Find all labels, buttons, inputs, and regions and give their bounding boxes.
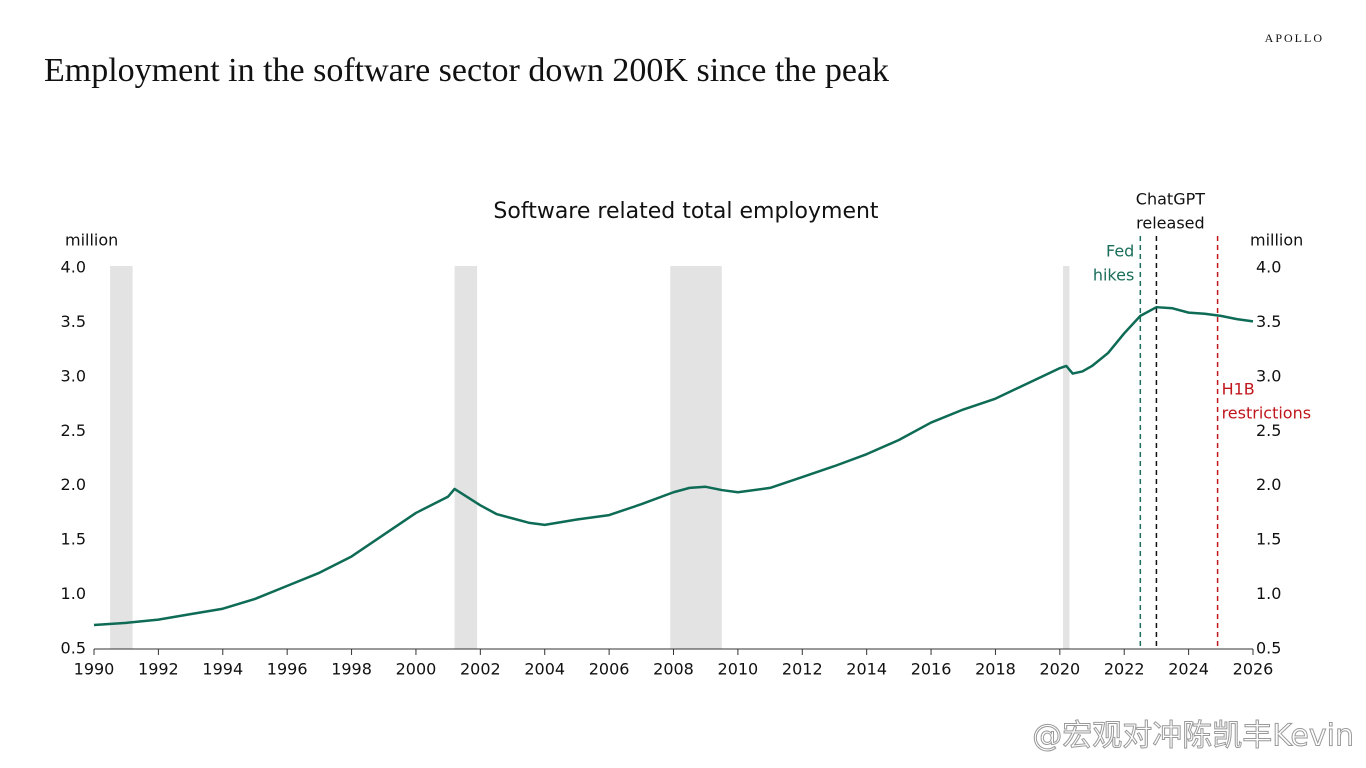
x-tick-label: 2016 — [911, 660, 952, 679]
y-tick-label: 0.5 — [61, 639, 86, 658]
x-tick-label: 2000 — [396, 660, 437, 679]
event-label: restrictions — [1222, 404, 1311, 423]
x-tick-label: 2004 — [524, 660, 565, 679]
shaded-period — [670, 266, 722, 649]
x-tick-label: 1992 — [138, 660, 179, 679]
x-tick-label: 2006 — [589, 660, 630, 679]
x-tick-label: 1990 — [74, 660, 115, 679]
x-tick-label: 1994 — [202, 660, 243, 679]
y2-axis-label: million — [1250, 231, 1303, 250]
brand: APOLLO — [1265, 31, 1324, 45]
event-label: hikes — [1093, 266, 1134, 285]
y-axis-label: million — [65, 231, 118, 250]
y2-tick-label: 3.0 — [1256, 366, 1281, 385]
x-tick-label: 2014 — [846, 660, 887, 679]
watermark: @宏观对冲陈凯丰Kevin — [1032, 719, 1354, 754]
x-tick-label: 2022 — [1104, 660, 1145, 679]
event-label: H1B — [1222, 380, 1255, 399]
x-tick-label: 1996 — [267, 660, 308, 679]
y-tick-label: 1.5 — [61, 530, 86, 549]
x-tick-label: 2024 — [1168, 660, 1209, 679]
y-tick-label: 1.0 — [61, 584, 86, 603]
y2-tick-label: 1.5 — [1256, 530, 1281, 549]
y2-tick-label: 0.5 — [1256, 639, 1281, 658]
x-tick-label: 1998 — [331, 660, 372, 679]
shaded-period — [1063, 266, 1070, 649]
y-tick-label: 2.5 — [61, 421, 86, 440]
x-tick-label: 2026 — [1233, 660, 1274, 679]
y2-tick-label: 1.0 — [1256, 584, 1281, 603]
y-tick-label: 3.0 — [61, 366, 86, 385]
x-tick-label: 2010 — [718, 660, 759, 679]
y2-tick-label: 4.0 — [1256, 258, 1281, 277]
x-tick-label: 2018 — [975, 660, 1016, 679]
shaded-period — [454, 266, 478, 649]
event-label: Fed — [1106, 242, 1134, 261]
chart-title: Software related total employment — [493, 199, 879, 224]
x-tick-label: 2008 — [653, 660, 694, 679]
plot: 0.5 1.0 1.5 2.0 2.5 3.0 3.5 4.0 0.5 1.0 1.5 2.0 2.5 3… — [61, 190, 1312, 679]
x-tick-label: 2002 — [460, 660, 501, 679]
series-line — [93, 305, 1254, 627]
shaded-period — [110, 266, 133, 649]
y-tick-label: 2.0 — [61, 475, 86, 494]
x-tick-label: 2012 — [782, 660, 823, 679]
headline: Employment in the software sector down 2… — [44, 52, 889, 89]
y-tick-label: 4.0 — [61, 258, 86, 277]
y2-tick-label: 3.5 — [1256, 312, 1281, 331]
y2-tick-label: 2.0 — [1256, 475, 1281, 494]
x-tick-label: 2020 — [1039, 660, 1080, 679]
event-label: released — [1136, 214, 1205, 233]
y2-tick-label: 2.5 — [1256, 421, 1281, 440]
y-tick-label: 3.5 — [61, 312, 86, 331]
event-label: ChatGPT — [1136, 190, 1205, 209]
